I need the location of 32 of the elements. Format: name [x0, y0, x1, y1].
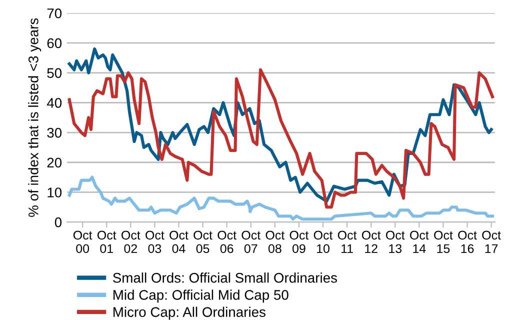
x-tick-label: Oct 03 — [146, 230, 164, 254]
x-tick-label: Oct 08 — [266, 230, 285, 254]
x-tick-label: Oct 15 — [434, 230, 453, 254]
x-tick-label: Oct 16 — [458, 230, 477, 254]
line-series — [68, 176, 494, 221]
x-tick-label: Oct 13 — [386, 230, 405, 254]
x-tick-label: Oct 07 — [242, 230, 261, 254]
y-axis-title: % of index that is listed <3 years — [28, 18, 42, 217]
y-tick-label: 70 — [47, 8, 62, 18]
y-tick-label: 10 — [48, 188, 62, 198]
y-tick-label: 30 — [47, 128, 62, 138]
line-series — [68, 68, 494, 209]
x-tick-label: Oct 00 — [73, 230, 92, 254]
y-tick-label: 0 — [54, 217, 62, 228]
x-tick-label: Oct 04 — [170, 230, 188, 254]
x-tick-label: Oct 06 — [218, 230, 236, 254]
legend-label: Micro Cap: All Ordinaries — [114, 306, 266, 320]
legend-label: Small Ords: Official Small Ordinaries — [113, 272, 337, 283]
x-tick-label: Oct 12 — [362, 230, 381, 253]
x-tick-label: Oct 01 — [97, 230, 116, 254]
x-tick-label: Oct 05 — [194, 230, 212, 254]
y-tick-label: 40 — [46, 98, 62, 108]
y-tick-label: 60 — [47, 38, 62, 48]
x-tick-label: Oct 10 — [314, 230, 333, 254]
x-tick-label: Oct 11 — [338, 230, 357, 253]
legend-label: Mid Cap: Official Mid Cap 50 — [114, 290, 288, 303]
y-tick-label: 50 — [47, 68, 62, 78]
x-tick-label: Oct 09 — [290, 230, 309, 254]
x-tick-label: Oct 17 — [482, 230, 501, 253]
y-tick-label: 20 — [47, 158, 62, 168]
x-tick-label: Oct 02 — [122, 230, 140, 254]
x-tick-label: Oct 14 — [410, 230, 429, 253]
